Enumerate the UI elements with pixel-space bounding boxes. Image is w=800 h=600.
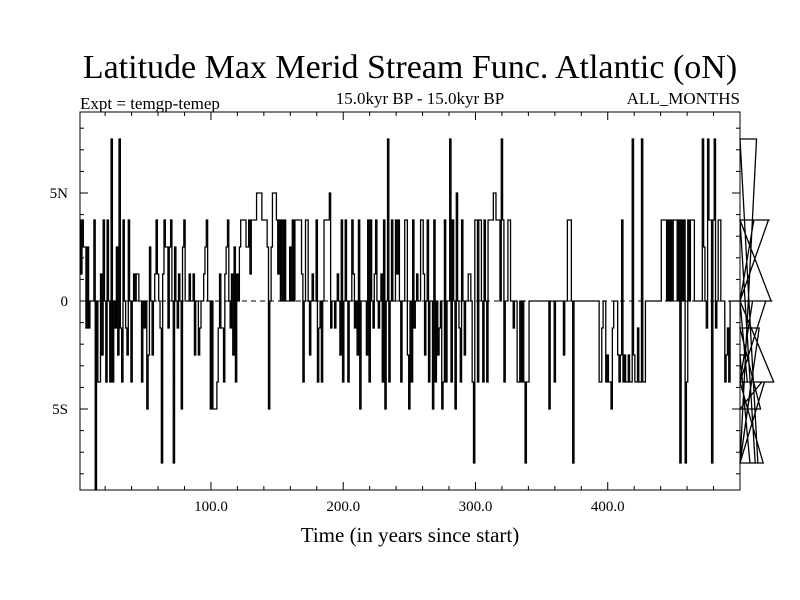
plot-area-frame <box>79 111 741 491</box>
chart-title: Latitude Max Merid Stream Func. Atlantic… <box>83 49 737 86</box>
period-label: 15.0kyr BP - 15.0kyr BP <box>336 89 504 108</box>
y-tick-label: 0 <box>61 294 69 310</box>
y-tick-label: 5S <box>52 402 68 418</box>
x-axis-label: Time (in years since start) <box>301 523 520 547</box>
x-tick-label: 400.0 <box>591 499 625 515</box>
x-tick-label: 100.0 <box>194 499 228 515</box>
x-tick-label: 200.0 <box>326 499 360 515</box>
tick-marks <box>80 112 740 490</box>
x-tick-label: 300.0 <box>459 499 493 515</box>
y-tick-label: 5N <box>50 186 69 202</box>
experiment-label: Expt = temgp-temep <box>80 94 220 113</box>
months-label: ALL_MONTHS <box>627 89 740 108</box>
series-line <box>80 138 775 491</box>
tick-labels: 100.0 200.0 300.0 400.0 5N 0 5S <box>50 186 625 515</box>
